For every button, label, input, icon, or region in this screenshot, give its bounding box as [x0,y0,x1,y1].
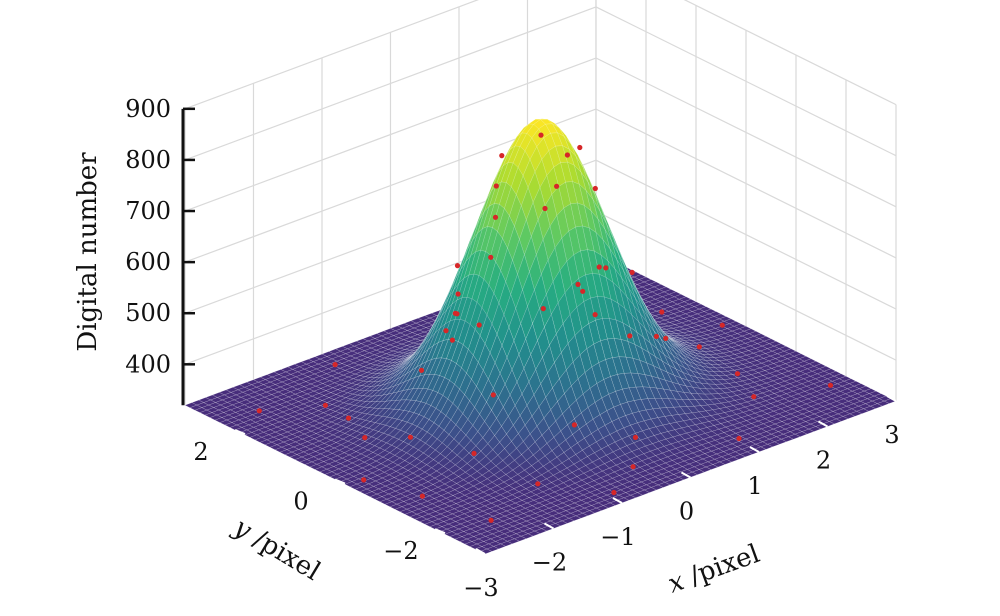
measured-point [554,184,559,189]
measured-point [663,336,668,341]
z-axis-label: Digital number [73,152,103,352]
x-axis-label-unit: /pixel [678,539,764,595]
measured-point [542,206,547,211]
measured-point [450,338,455,343]
z-tick-label: 600 [125,248,171,276]
measured-point [654,334,659,339]
measured-point [630,270,635,275]
measured-point [631,464,636,469]
measured-point [593,186,598,191]
z-tick-label: 500 [125,299,171,327]
measured-point [538,133,543,138]
measured-point [541,306,546,311]
z-tick-label: 800 [125,146,171,174]
x-tick-label: −2 [532,549,567,577]
x-tick-label: 3 [884,421,899,449]
measured-point [419,368,424,373]
measured-point [420,494,425,499]
y-axis-label-unit: /pixel [241,520,325,587]
measured-point [603,265,608,270]
measured-point [455,263,460,268]
measured-point [627,333,632,338]
x-tick-label: −1 [600,523,635,551]
measured-point [361,477,366,482]
measured-point [735,371,740,376]
z-tick-label: 900 [125,95,171,123]
measured-point [494,183,499,188]
measured-point [577,145,582,150]
measured-point [362,435,367,440]
measured-point [491,392,496,397]
z-tick-label: 400 [125,350,171,378]
measured-point [471,451,476,456]
measured-point [828,383,833,388]
measured-point [736,436,741,441]
measured-point [659,309,664,314]
measured-point [443,328,448,333]
measured-point [456,291,461,296]
measured-point [535,481,540,486]
x-tick-label: −3 [463,574,498,602]
measured-point [477,322,482,327]
measured-point [333,362,338,367]
y-tick-label: 2 [193,438,208,466]
measured-point [633,435,638,440]
measured-point [323,403,328,408]
measured-point [489,518,494,523]
x-tick-label: 1 [747,472,762,500]
measured-point [580,289,585,294]
measured-point [488,255,493,260]
y-tick-label: 0 [293,488,308,516]
measured-point [572,422,577,427]
measured-point [720,323,725,328]
measured-point [453,311,458,316]
measured-point [751,394,756,399]
measured-point [408,435,413,440]
measured-point [346,416,351,421]
measured-point [593,312,598,317]
z-tick-label: 700 [125,197,171,225]
y-axis-label: y /pixel [228,512,326,587]
measured-point [499,153,504,158]
measured-point [257,408,262,413]
x-tick-label: 2 [816,447,831,475]
measured-point [575,282,580,287]
measured-point [565,152,570,157]
measured-point [597,264,602,269]
measured-point [697,344,702,349]
x-axis-label: x /pixel [664,539,764,600]
measured-point [493,215,498,220]
y-tick-label: −2 [383,537,418,565]
gaussian-surface [185,119,896,554]
x-tick-label: 0 [679,498,694,526]
measured-point [611,490,616,495]
